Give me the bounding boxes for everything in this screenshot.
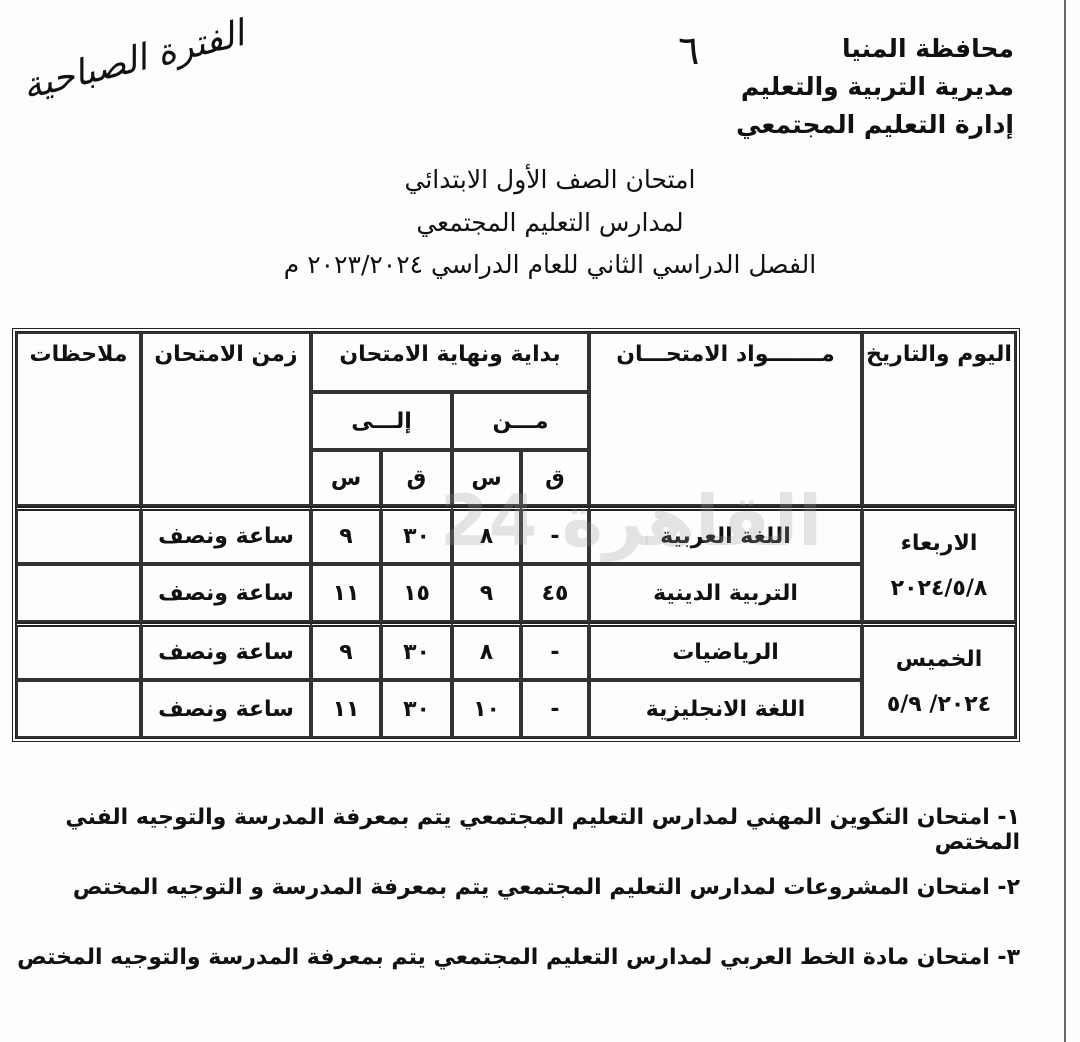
header-from: مـــن bbox=[452, 392, 589, 450]
to-minute-cell: ١٥ bbox=[381, 564, 452, 622]
header-from-minute: ق bbox=[521, 450, 589, 506]
header-from-hour: س bbox=[452, 450, 521, 506]
duration-cell: ساعة ونصف bbox=[141, 622, 311, 680]
table-row: الخميس ٢٠٢٤/ ٥/٩ الرياضيات - ٨ ٣٠ ٩ ساعة … bbox=[16, 622, 1016, 738]
subject-cell: التربية الدينية bbox=[589, 564, 862, 622]
day-cell: الاربعاء ٢٠٢٤/٥/٨ bbox=[862, 506, 1016, 622]
table-row: اللغة الانجليزية - ١٠ ٣٠ ١١ ساعة ونصف bbox=[16, 680, 1016, 738]
page-number: ٦ bbox=[678, 28, 700, 74]
duration-cell: ساعة ونصف bbox=[141, 506, 311, 564]
title-2: لمدارس التعليم المجتمعي bbox=[416, 208, 684, 237]
subject-cell: اللغة العربية bbox=[589, 506, 862, 564]
to-hour-cell: ٩ bbox=[311, 622, 381, 680]
from-minute-cell: - bbox=[521, 506, 589, 564]
from-hour-cell: ٨ bbox=[452, 506, 521, 564]
header-subject: مـــــــواد الامتحـــان bbox=[589, 332, 862, 506]
watermark-logo: القاهرة 24 bbox=[440, 480, 823, 562]
page-edge bbox=[1064, 0, 1066, 1042]
note-1: ١- امتحان التكوين المهني لمدارس التعليم … bbox=[65, 805, 1020, 855]
table-row: الاربعاء ٢٠٢٤/٥/٨ اللغة العربية - ٨ ٣٠ ٩ … bbox=[16, 506, 1016, 622]
header-notes: ملاحظات bbox=[16, 332, 141, 506]
to-hour-cell: ١١ bbox=[311, 564, 381, 622]
to-hour-cell: ٩ bbox=[311, 506, 381, 564]
from-minute-cell: - bbox=[521, 622, 589, 680]
from-hour-cell: ١٠ bbox=[452, 680, 521, 738]
administration: إدارة التعليم المجتمعي bbox=[736, 110, 1014, 139]
header-to-hour: س bbox=[311, 450, 381, 506]
notes-cell bbox=[16, 680, 141, 738]
header-day: اليوم والتاريخ bbox=[862, 332, 1016, 506]
from-hour-cell: ٩ bbox=[452, 564, 521, 622]
authority-header: محافظة المنيا مديرية التربية والتعليم إد… bbox=[736, 30, 1014, 144]
to-minute-cell: ٣٠ bbox=[381, 680, 452, 738]
from-minute-cell: - bbox=[521, 680, 589, 738]
period-handwritten-label: الفترة الصباحية bbox=[18, 13, 249, 108]
subject-cell: اللغة الانجليزية bbox=[589, 680, 862, 738]
duration-cell: ساعة ونصف bbox=[141, 564, 311, 622]
to-hour-cell: ١١ bbox=[311, 680, 381, 738]
notes-cell bbox=[16, 506, 141, 564]
table-row: التربية الدينية ٤٥ ٩ ١٥ ١١ ساعة ونصف bbox=[16, 564, 1016, 622]
from-hour-cell: ٨ bbox=[452, 622, 521, 680]
header-to: إلـــى bbox=[311, 392, 452, 450]
header-to-minute: ق bbox=[381, 450, 452, 506]
duration-cell: ساعة ونصف bbox=[141, 680, 311, 738]
day-cell: الخميس ٢٠٢٤/ ٥/٩ bbox=[862, 622, 1016, 738]
title-3: الفصل الدراسي الثاني للعام الدراسي ٢٠٢٣/… bbox=[283, 250, 817, 279]
to-minute-cell: ٣٠ bbox=[381, 622, 452, 680]
subject-cell: الرياضيات bbox=[589, 622, 862, 680]
directorate: مديرية التربية والتعليم bbox=[740, 72, 1014, 101]
note-3: ٣- امتحان مادة الخط العربي لمدارس التعلي… bbox=[17, 945, 1020, 970]
notes-cell bbox=[16, 622, 141, 680]
to-minute-cell: ٣٠ bbox=[381, 506, 452, 564]
title-1: امتحان الصف الأول الابتدائي bbox=[404, 165, 696, 194]
notes-cell bbox=[16, 564, 141, 622]
header-duration: زمن الامتحان bbox=[141, 332, 311, 506]
from-minute-cell: ٤٥ bbox=[521, 564, 589, 622]
governorate: محافظة المنيا bbox=[842, 34, 1014, 63]
exam-schedule-table: اليوم والتاريخ مـــــــواد الامتحـــان ب… bbox=[12, 328, 1020, 742]
note-2: ٢- امتحان المشروعات لمدارس التعليم المجت… bbox=[72, 875, 1020, 900]
header-time-range: بداية ونهاية الامتحان bbox=[311, 332, 589, 392]
